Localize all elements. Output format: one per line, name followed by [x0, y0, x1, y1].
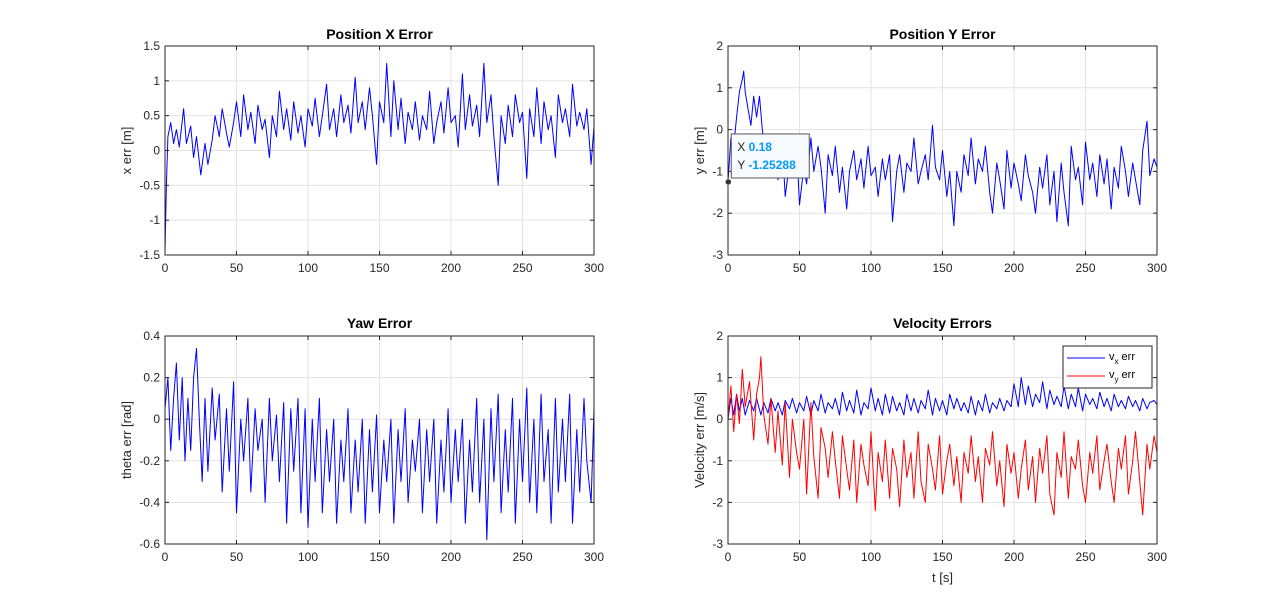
y-tick-label: -1 — [712, 164, 723, 178]
chart-title: Velocity Errors — [893, 315, 992, 331]
x-axis-label: t [s] — [932, 570, 953, 585]
y-tick-label: -1 — [712, 454, 723, 468]
axes-position-x[interactable]: Position X Error x err [m] 0 50 100 150 200 2… — [119, 26, 604, 275]
x-tick-label: 0 — [162, 261, 169, 275]
series-line-1 — [164, 62, 595, 252]
x-tick-label: 150 — [369, 261, 389, 275]
y-tick-label: -2 — [712, 495, 723, 509]
legend-label: vx err — [1109, 351, 1135, 366]
datatip-marker[interactable] — [725, 178, 732, 186]
datatip-x-row: X 0.18 — [737, 140, 772, 154]
y-tick-label: 0 — [153, 144, 160, 158]
legend-box — [1062, 345, 1153, 389]
y-tick-label: 1 — [716, 371, 723, 385]
y-tick-label: 1 — [153, 74, 160, 88]
x-tick-label: 200 — [1004, 261, 1024, 275]
x-tick-label: 300 — [584, 261, 604, 275]
x-tick-label: 250 — [512, 550, 532, 564]
series-line-vy-err — [727, 356, 1158, 516]
y-tick-label: 2 — [716, 39, 723, 53]
x-tick-label: 300 — [1147, 550, 1167, 564]
y-tick-label: -0.5 — [139, 178, 160, 192]
x-tick-label: 150 — [932, 261, 952, 275]
legend-label: vy err — [1109, 369, 1135, 384]
x-tick-label: 200 — [441, 550, 461, 564]
y-tick-label: -0.4 — [139, 495, 160, 509]
y-tick-label: -0.6 — [139, 537, 160, 551]
x-tick-label: 250 — [512, 261, 532, 275]
y-tick-label: 2 — [716, 329, 723, 343]
y-axis-label: theta err [rad] — [119, 401, 134, 479]
x-tick-label: 50 — [230, 261, 244, 275]
y-tick-label: -1.5 — [139, 248, 160, 262]
x-tick-label: 300 — [1147, 261, 1167, 275]
y-tick-label: -2 — [712, 206, 723, 220]
y-tick-label: 0 — [153, 412, 160, 426]
y-tick-label: -3 — [712, 248, 723, 262]
y-axis-label: x err [m] — [119, 127, 134, 175]
axes-position-y[interactable]: Position Y Error y err [m] 0 50 100 150 200 2… — [692, 26, 1167, 275]
x-tick-label: 0 — [162, 550, 169, 564]
y-tick-label: 0.5 — [143, 109, 160, 123]
x-tick-label: 50 — [230, 550, 244, 564]
y-axis-label: y err [m] — [692, 127, 707, 175]
x-tick-label: 200 — [1004, 550, 1024, 564]
x-tick-label: 50 — [793, 550, 807, 564]
x-tick-label: 50 — [793, 261, 807, 275]
x-tick-label: 100 — [298, 261, 318, 275]
y-tick-label: -0.2 — [139, 454, 160, 468]
datatip-y-row: Y -1.25288 — [737, 158, 796, 172]
datatip-box — [730, 133, 810, 179]
series-line-1 — [164, 348, 595, 541]
y-tick-label: 1.5 — [143, 39, 160, 53]
x-tick-label: 150 — [932, 550, 952, 564]
y-tick-label: -1 — [149, 213, 160, 227]
x-tick-label: 100 — [861, 550, 881, 564]
series-line-vx-err — [727, 377, 1158, 420]
chart-title: Yaw Error — [347, 315, 413, 331]
y-tick-label: 1 — [716, 81, 723, 95]
legend[interactable]: vx err vy err — [1062, 345, 1153, 389]
y-tick-label: 0 — [716, 123, 723, 137]
x-tick-label: 250 — [1075, 550, 1095, 564]
chart-title: Position Y Error — [889, 26, 996, 42]
x-tick-label: 0 — [725, 261, 732, 275]
x-tick-label: 250 — [1075, 261, 1095, 275]
y-tick-label: 0 — [716, 412, 723, 426]
y-axis-label: Velocity err [m/s] — [692, 392, 707, 488]
x-tick-label: 300 — [584, 550, 604, 564]
y-tick-label: -3 — [712, 537, 723, 551]
datatip[interactable]: X 0.18 Y -1.25288 — [725, 133, 810, 186]
x-tick-label: 0 — [725, 550, 732, 564]
axes-velocity[interactable]: Velocity Errors Velocity err [m/s] t [s]… — [692, 315, 1167, 585]
axes-yaw[interactable]: Yaw Error theta err [rad] 0 50 100 150 200 25… — [119, 315, 604, 564]
x-tick-label: 150 — [369, 550, 389, 564]
grid — [164, 45, 595, 256]
x-tick-label: 100 — [298, 550, 318, 564]
x-tick-label: 200 — [441, 261, 461, 275]
y-tick-label: 0.2 — [143, 371, 160, 385]
chart-title: Position X Error — [326, 26, 433, 42]
y-tick-label: 0.4 — [143, 329, 160, 343]
x-tick-label: 100 — [861, 261, 881, 275]
